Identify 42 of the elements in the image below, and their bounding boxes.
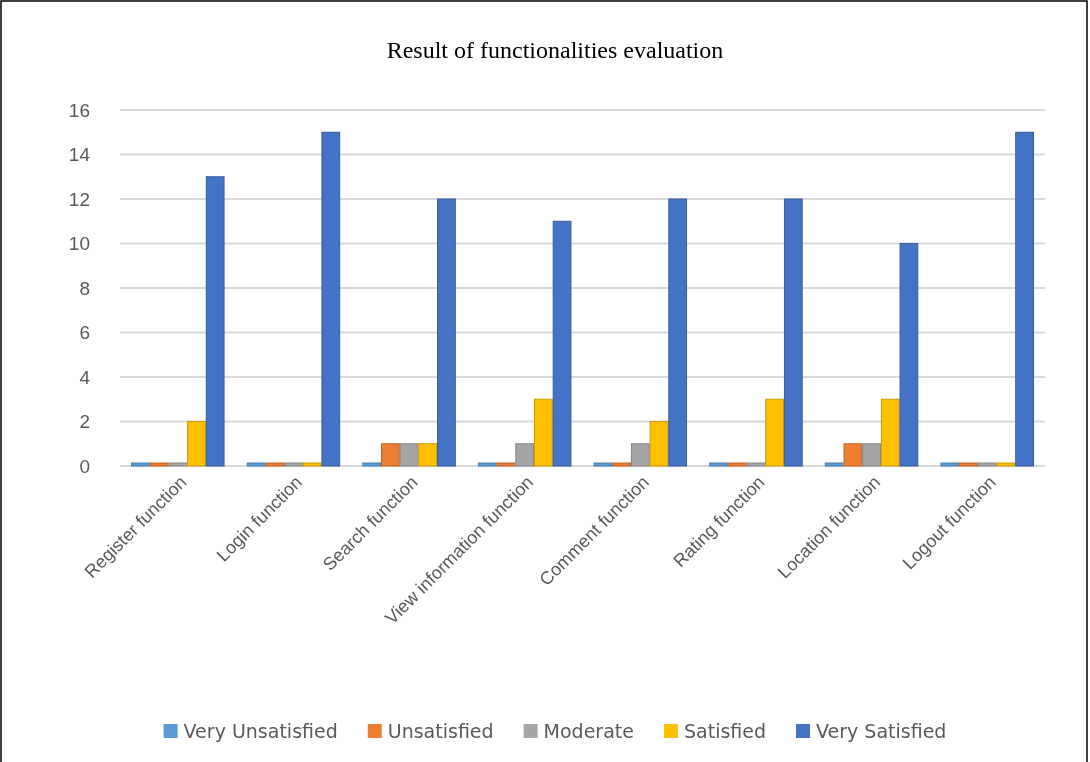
bar: [437, 198, 456, 467]
bar: [727, 462, 747, 467]
bar: [302, 462, 322, 467]
bar: [765, 398, 784, 467]
bar: [496, 462, 516, 467]
y-tick-label: 6: [79, 322, 90, 344]
bar: [1015, 131, 1034, 467]
bar: [205, 176, 225, 467]
y-tick-label: 0: [79, 455, 90, 477]
bar: [940, 462, 960, 467]
y-tick-label: 4: [79, 366, 91, 388]
bar: [783, 198, 803, 467]
bar: [265, 462, 285, 467]
legend-label: Moderate: [543, 720, 634, 742]
legend-label: Unsatisfied: [387, 720, 494, 742]
bar: [668, 198, 688, 467]
y-tick-label: 10: [68, 233, 90, 255]
bar: [534, 398, 553, 467]
bar: [149, 462, 169, 467]
bar: [709, 462, 728, 467]
legend-label: Very Unsatisfied: [183, 720, 338, 742]
legend-label: Very Satisfied: [816, 720, 947, 742]
bar: [593, 462, 613, 467]
y-tick-label: 12: [68, 188, 90, 210]
y-tick-label: 16: [68, 99, 90, 121]
bar: [246, 462, 266, 467]
bar: [824, 462, 844, 467]
bar: [612, 462, 631, 467]
legend-label: Satisfied: [683, 720, 767, 742]
bar: [131, 462, 150, 467]
bar: [996, 462, 1016, 467]
y-tick-label: 2: [79, 411, 90, 433]
bar: [362, 462, 382, 467]
bar: [552, 220, 572, 467]
bar: [321, 131, 341, 467]
y-tick-label: 14: [68, 144, 91, 166]
bar: [477, 462, 497, 467]
bar: [959, 462, 978, 467]
chart-title: Result of functionalities evaluation: [386, 37, 724, 63]
bar: [899, 243, 919, 467]
y-tick-label: 8: [79, 277, 90, 299]
bar: [880, 398, 900, 467]
